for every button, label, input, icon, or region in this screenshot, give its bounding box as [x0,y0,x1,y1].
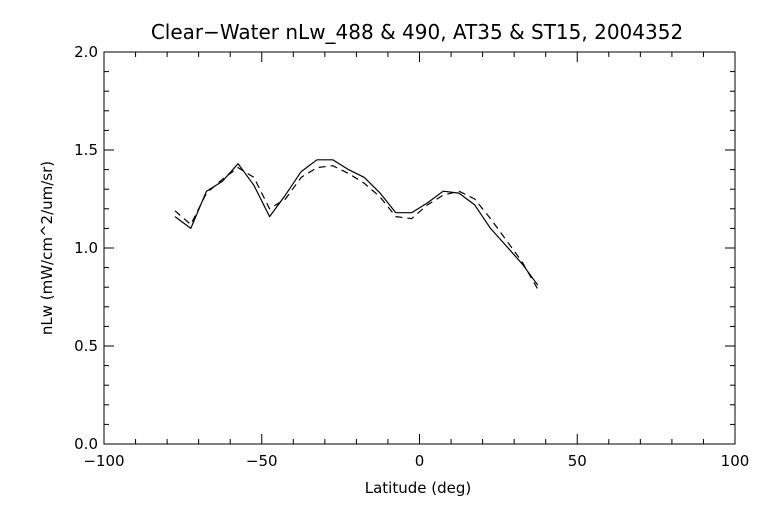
plot-area: −100 −50 0 50 100 0.0 0.5 1.0 1.5 2.0 [74,43,749,470]
series-line-dashed [174,165,539,290]
x-tick-label: 100 [721,452,750,470]
chart-title: Clear−Water nLw_488 & 490, AT35 & ST15, … [151,20,683,44]
plot-frame [103,51,736,445]
x-axis-label: Latitude (deg) [365,479,471,497]
y-tick-label: 1.0 [74,239,98,257]
y-tick-label: 2.0 [74,43,98,61]
series-line-solid [174,159,539,286]
x-tick-label: 50 [568,452,587,470]
x-tick-label: −100 [83,452,124,470]
x-tick-label: 0 [415,452,425,470]
y-tick-label: 0.0 [74,435,98,453]
y-tick-label: 1.5 [74,141,98,159]
y-tick-label: 0.5 [74,337,98,355]
x-tick-label: −50 [246,452,278,470]
y-axis-label: nLw (mW/cm^2/um/sr) [38,161,56,335]
